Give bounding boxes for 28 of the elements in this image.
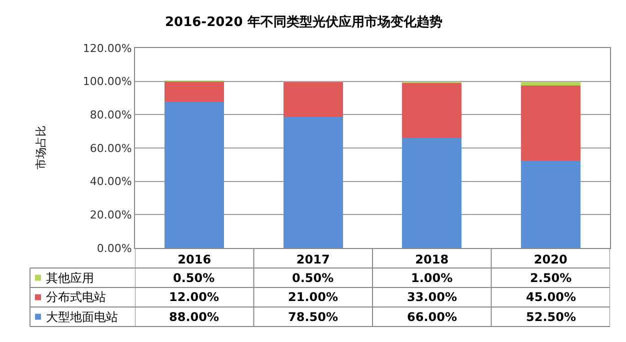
- data-label: 1.00%: [411, 271, 453, 285]
- y-tick-label: 120.00%: [82, 42, 132, 55]
- legend-label: 大型地面电站: [46, 310, 118, 324]
- data-label: 21.00%: [288, 290, 338, 304]
- y-tick-label: 80.00%: [90, 108, 132, 122]
- y-tick-label: 20.00%: [90, 208, 132, 222]
- data-label: 12.00%: [169, 290, 219, 304]
- y-tick-label: 60.00%: [90, 142, 132, 155]
- data-label: 0.50%: [292, 271, 334, 285]
- y-tick-label: 100.00%: [82, 75, 132, 88]
- y-axis-title: 市场占比: [34, 126, 48, 170]
- data-label: 88.00%: [169, 310, 219, 324]
- x-tick-label: 2018: [415, 252, 449, 266]
- data-label: 52.50%: [526, 310, 576, 324]
- data-label: 33.00%: [407, 290, 457, 304]
- data-label: 0.50%: [173, 271, 215, 285]
- legend-label: 分布式电站: [46, 290, 106, 304]
- chart-title: 2016-2020 年不同类型光伏应用市场变化趋势: [165, 14, 442, 30]
- y-tick-label: 0.00%: [96, 242, 132, 255]
- data-label: 66.00%: [407, 310, 457, 324]
- legend-label: 其他应用: [46, 271, 94, 285]
- x-tick-label: 2016: [178, 252, 212, 266]
- data-label: 78.50%: [288, 310, 338, 324]
- x-tick-label: 2020: [534, 252, 568, 266]
- y-tick-label: 40.00%: [90, 175, 132, 188]
- data-label: 45.00%: [526, 290, 576, 304]
- x-tick-label: 2017: [296, 252, 330, 266]
- data-label: 2.50%: [530, 271, 572, 285]
